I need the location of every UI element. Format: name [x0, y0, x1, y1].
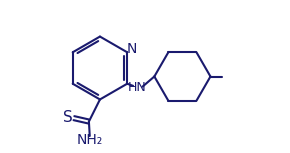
- Text: NH₂: NH₂: [77, 133, 103, 147]
- Text: HN: HN: [128, 81, 147, 94]
- Text: S: S: [63, 110, 73, 125]
- Text: N: N: [126, 42, 137, 56]
